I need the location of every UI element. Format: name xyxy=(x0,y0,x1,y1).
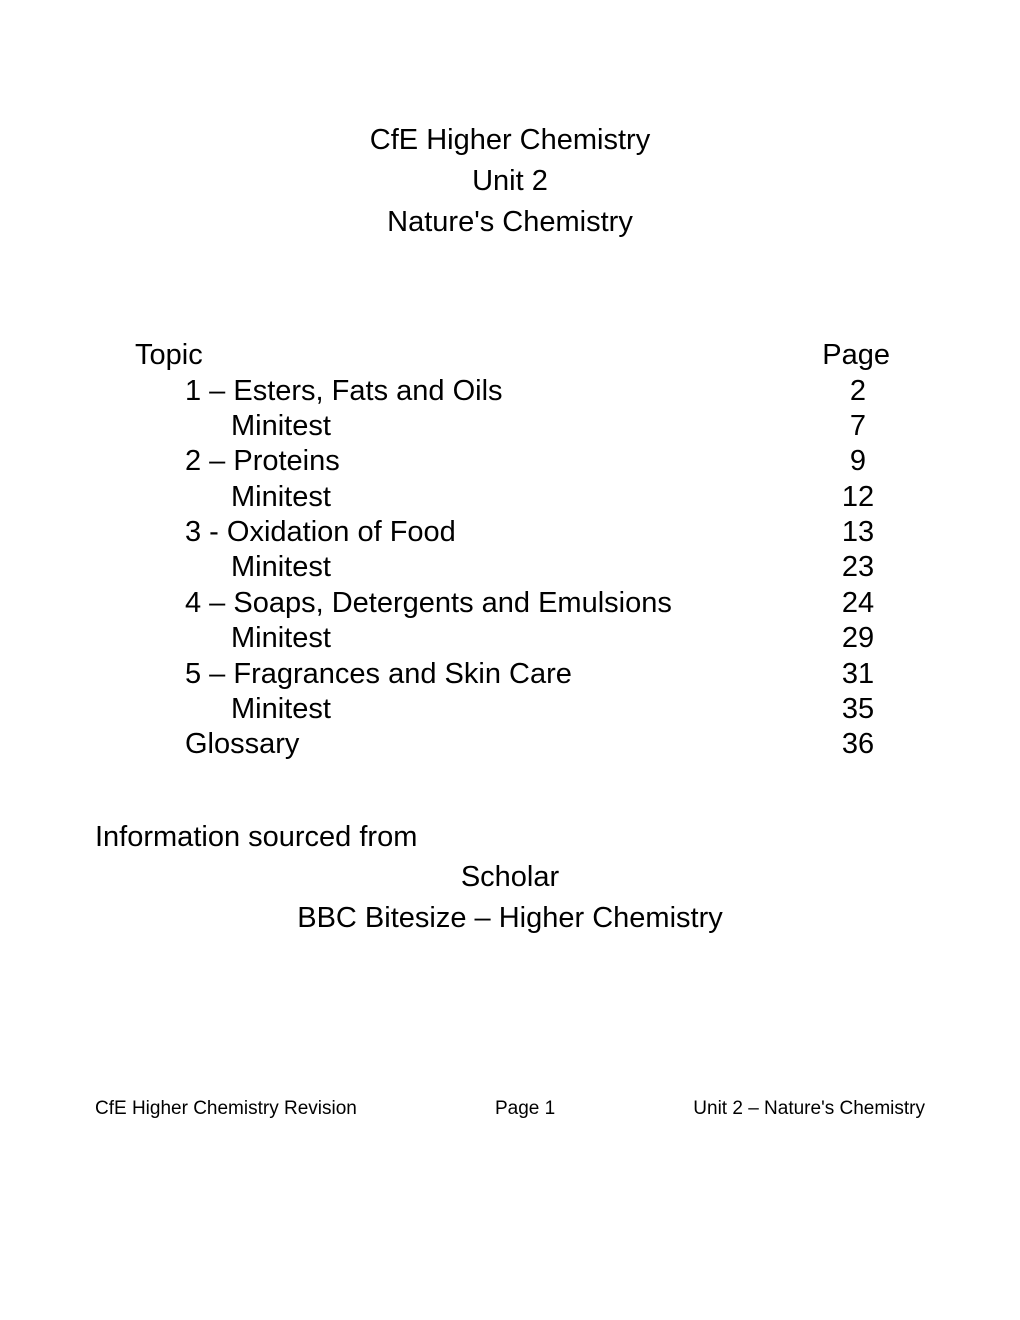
sources-block: Information sourced from Scholar BBC Bit… xyxy=(95,821,925,939)
toc-row-page: 7 xyxy=(813,409,903,444)
toc-row: Minitest 23 xyxy=(135,550,925,585)
toc-row-label: 3 - Oxidation of Food xyxy=(185,515,456,550)
toc-row: 5 – Fragrances and Skin Care 31 xyxy=(135,657,925,692)
toc-row-page: 2 xyxy=(813,374,903,409)
toc-row-label: Minitest xyxy=(231,480,331,515)
toc-row-label: 4 – Soaps, Detergents and Emulsions xyxy=(185,586,672,621)
table-of-contents: Topic Page 1 – Esters, Fats and Oils2Min… xyxy=(135,339,925,763)
toc-row-label: Minitest xyxy=(231,621,331,656)
footer-right: Unit 2 – Nature's Chemistry xyxy=(693,1098,925,1120)
toc-row: Glossary 36 xyxy=(135,727,925,762)
footer-center: Page 1 xyxy=(495,1098,555,1120)
toc-row-label: 1 – Esters, Fats and Oils xyxy=(185,374,503,409)
toc-row-page: 24 xyxy=(813,586,903,621)
toc-row: 1 – Esters, Fats and Oils 2 xyxy=(135,374,925,409)
toc-row: Minitest 35 xyxy=(135,692,925,727)
toc-row-page: 35 xyxy=(813,692,903,727)
toc-row-page: 23 xyxy=(813,550,903,585)
toc-row-page: 36 xyxy=(813,727,903,762)
toc-row-page: 12 xyxy=(813,480,903,515)
title-line-2: Unit 2 xyxy=(95,161,925,202)
footer-left: CfE Higher Chemistry Revision xyxy=(95,1098,357,1120)
toc-row: Minitest 12 xyxy=(135,480,925,515)
toc-row: Minitest 7 xyxy=(135,409,925,444)
toc-header: Topic Page xyxy=(135,339,925,372)
toc-row-page: 29 xyxy=(813,621,903,656)
document-page: CfE Higher Chemistry Unit 2 Nature's Che… xyxy=(0,0,1020,939)
title-line-1: CfE Higher Chemistry xyxy=(95,120,925,161)
sources-heading: Information sourced from xyxy=(95,821,925,854)
toc-header-topic: Topic xyxy=(135,339,203,372)
toc-row-label: 5 – Fragrances and Skin Care xyxy=(185,657,572,692)
toc-row-label: Minitest xyxy=(231,409,331,444)
page-footer: CfE Higher Chemistry Revision Page 1 Uni… xyxy=(95,1098,925,1120)
toc-row: Minitest 29 xyxy=(135,621,925,656)
toc-header-page: Page xyxy=(822,339,890,372)
sources-line-1: Scholar xyxy=(95,857,925,898)
toc-row: 2 – Proteins 9 xyxy=(135,444,925,479)
toc-rows: 1 – Esters, Fats and Oils2Minitest72 – P… xyxy=(135,374,925,763)
title-line-3: Nature's Chemistry xyxy=(95,202,925,243)
toc-row-label: Glossary xyxy=(185,727,299,762)
title-block: CfE Higher Chemistry Unit 2 Nature's Che… xyxy=(95,120,925,244)
toc-row-label: Minitest xyxy=(231,692,331,727)
toc-row-page: 31 xyxy=(813,657,903,692)
toc-row-label: 2 – Proteins xyxy=(185,444,340,479)
toc-row-page: 13 xyxy=(813,515,903,550)
sources-line-2: BBC Bitesize – Higher Chemistry xyxy=(95,898,925,939)
toc-row-page: 9 xyxy=(813,444,903,479)
toc-row: 4 – Soaps, Detergents and Emulsions 24 xyxy=(135,586,925,621)
toc-row: 3 - Oxidation of Food 13 xyxy=(135,515,925,550)
toc-row-label: Minitest xyxy=(231,550,331,585)
